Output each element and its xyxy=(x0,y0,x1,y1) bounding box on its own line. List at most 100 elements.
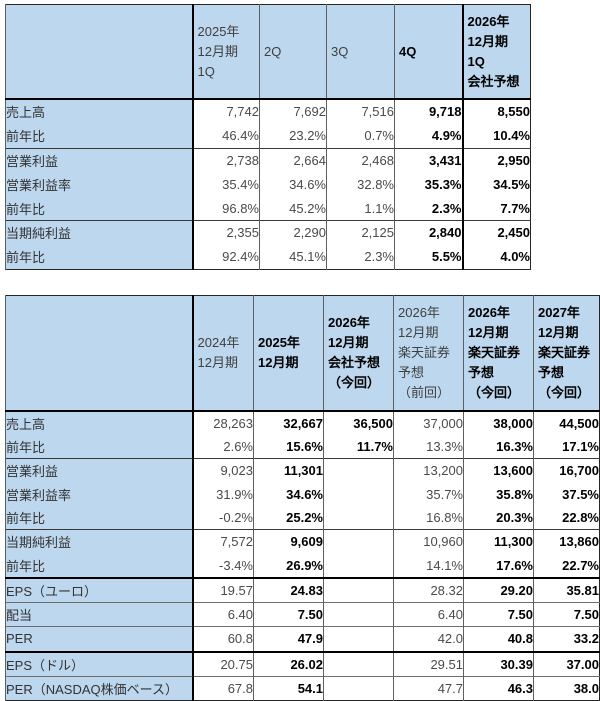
value-cell: 14.1% xyxy=(393,553,464,578)
value-cell: 2,950 xyxy=(461,147,531,173)
value-cell: 2,450 xyxy=(461,219,531,245)
value-cell: 35.81 xyxy=(533,576,600,603)
value-cell: 45.2% xyxy=(259,196,327,221)
value-cell: 29.51 xyxy=(393,650,464,677)
value-cell: 42.0 xyxy=(393,626,464,652)
value-cell: 23.2% xyxy=(259,123,327,149)
value-cell: 20.75 xyxy=(192,650,254,677)
value-cell xyxy=(323,650,394,677)
table1-header-row: 2025年 12月期 1Q 2Q 3Q 4Q 2026年 12月期 1Q 会社予想 xyxy=(5,4,531,100)
value-cell: 2.3% xyxy=(394,196,463,221)
row-label: 売上高 xyxy=(5,410,194,435)
value-cell: 24.83 xyxy=(253,576,324,603)
value-cell: 0.7% xyxy=(326,123,395,149)
value-cell: 10,960 xyxy=(393,529,464,554)
column-header: 2026年 12月期 楽天証券 予想 （前回） xyxy=(393,295,464,412)
value-cell: 7.50 xyxy=(533,601,600,627)
value-cell: 13,200 xyxy=(393,458,464,483)
value-cell xyxy=(323,626,394,652)
value-cell: 30.39 xyxy=(463,650,534,677)
value-cell: 4.9% xyxy=(394,123,463,149)
value-cell: 96.8% xyxy=(192,196,260,221)
value-cell: 32,667 xyxy=(253,410,324,435)
row-label: 前年比 xyxy=(5,553,194,578)
value-cell: -3.4% xyxy=(192,553,254,578)
value-cell xyxy=(323,529,394,554)
row-label: PER xyxy=(5,626,194,652)
value-cell: 17.6% xyxy=(463,553,534,578)
table2-row: 配当 6.40 7.50 6.40 7.50 7.50 xyxy=(5,601,600,627)
row-label: 配当 xyxy=(5,601,194,627)
value-cell: 46.3 xyxy=(463,675,534,701)
value-cell: 7,692 xyxy=(259,99,327,124)
row-label: 前年比 xyxy=(5,434,194,459)
value-cell xyxy=(323,482,394,506)
table1-row: 営業利益 2,738 2,664 2,468 3,431 2,950 xyxy=(5,147,531,173)
value-cell: 35.4% xyxy=(192,172,260,197)
column-header: 2027年 12月期 楽天証券 予想 （今回） xyxy=(533,295,600,412)
value-cell: 2,840 xyxy=(394,219,463,245)
value-cell: 7.7% xyxy=(461,196,531,221)
value-cell: 20.3% xyxy=(463,505,534,530)
column-header: 2026年 12月期 1Q 会社予想 xyxy=(461,4,531,100)
value-cell: 1.1% xyxy=(326,196,395,221)
value-cell: 2,468 xyxy=(326,147,395,173)
value-cell: 11,301 xyxy=(253,458,324,483)
corner-cell xyxy=(5,4,194,100)
value-cell: 2.3% xyxy=(326,244,395,270)
value-cell xyxy=(323,458,394,483)
table2-row: PER 60.8 47.9 42.0 40.8 33.2 xyxy=(5,626,600,652)
column-header: 2Q xyxy=(259,4,327,100)
value-cell: 29.20 xyxy=(463,576,534,603)
value-cell xyxy=(323,505,394,530)
annual-forecast-table: 2024年 12月期 2025年 12月期 2026年 12月期 会社予想 （今回）… xyxy=(5,294,600,701)
quarterly-table-body: 売上高 7,742 7,692 7,516 9,718 8,550 前年比 46.4% 23.2… xyxy=(5,99,531,270)
table2-row: EPS（ドル） 20.75 26.02 29.51 30.39 37.00 xyxy=(5,650,600,677)
row-label: 売上高 xyxy=(5,99,194,124)
value-cell: 46.4% xyxy=(192,123,260,149)
value-cell: 6.40 xyxy=(192,601,254,627)
value-cell: 34.5% xyxy=(461,172,531,197)
table2-row: 前年比 -3.4% 26.9% 14.1% 17.6% 22.7% xyxy=(5,553,600,578)
value-cell: 11.7% xyxy=(323,434,394,459)
value-cell: 34.6% xyxy=(253,482,324,506)
value-cell: 19.57 xyxy=(192,576,254,603)
row-label: EPS（ユーロ） xyxy=(5,576,194,603)
value-cell: 7,516 xyxy=(326,99,395,124)
column-header: 2025年 12月期 1Q xyxy=(192,4,260,100)
annual-table-head: 2024年 12月期 2025年 12月期 2026年 12月期 会社予想 （今回）… xyxy=(5,295,600,412)
value-cell: 38.0 xyxy=(533,675,600,701)
value-cell: 22.8% xyxy=(533,505,600,530)
value-cell: 35.7% xyxy=(393,482,464,506)
value-cell: 28,263 xyxy=(192,410,254,435)
column-header: 2026年 12月期 楽天証券 予想 （今回） xyxy=(463,295,534,412)
quarterly-table-head: 2025年 12月期 1Q 2Q 3Q 4Q 2026年 12月期 1Q 会社予想 xyxy=(5,4,531,100)
value-cell: 33.2 xyxy=(533,626,600,652)
value-cell: 2.6% xyxy=(192,434,254,459)
row-label: 前年比 xyxy=(5,505,194,530)
table1-row: 前年比 46.4% 23.2% 0.7% 4.9% 10.4% xyxy=(5,123,531,149)
table2-row: 当期純利益 7,572 9,609 10,960 11,300 13,860 xyxy=(5,529,600,554)
row-label: 営業利益 xyxy=(5,147,194,173)
value-cell: 34.6% xyxy=(259,172,327,197)
value-cell: 3,431 xyxy=(394,147,463,173)
table2-row: 前年比 -0.2% 25.2% 16.8% 20.3% 22.8% xyxy=(5,505,600,530)
row-label: 当期純利益 xyxy=(5,219,194,245)
value-cell: 28.32 xyxy=(393,576,464,603)
table2-row: EPS（ユーロ） 19.57 24.83 28.32 29.20 35.81 xyxy=(5,576,600,603)
value-cell: 16.3% xyxy=(463,434,534,459)
row-label: PER（NASDAQ株価ベース） xyxy=(5,675,194,701)
value-cell: 16,700 xyxy=(533,458,600,483)
column-header: 2026年 12月期 会社予想 （今回） xyxy=(323,295,394,412)
value-cell: 17.1% xyxy=(533,434,600,459)
column-header: 2024年 12月期 xyxy=(192,295,254,412)
value-cell: 2,664 xyxy=(259,147,327,173)
column-header: 4Q xyxy=(394,4,463,100)
value-cell: 11,300 xyxy=(463,529,534,554)
value-cell: 7,572 xyxy=(192,529,254,554)
value-cell: 37.5% xyxy=(533,482,600,506)
value-cell: 8,550 xyxy=(461,99,531,124)
table1-row: 売上高 7,742 7,692 7,516 9,718 8,550 xyxy=(5,99,531,124)
value-cell: -0.2% xyxy=(192,505,254,530)
